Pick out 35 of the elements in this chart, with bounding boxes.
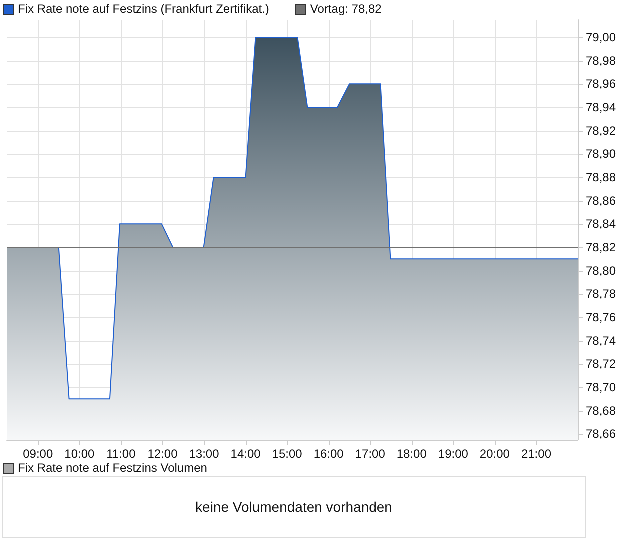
y-tick-label: 78,78 — [586, 287, 616, 302]
y-tick-label: 78,92 — [586, 124, 616, 138]
y-tick-label: 78,66 — [586, 427, 616, 442]
text: keine Volumendaten vorhanden — [196, 499, 392, 515]
y-tick-label: 78,76 — [586, 310, 616, 324]
y-tick-label: 78,68 — [586, 404, 616, 418]
y-tick-label: 78,86 — [586, 194, 616, 208]
y-tick-label: 78,84 — [586, 217, 616, 232]
x-tick-label: 19:00 — [438, 447, 469, 461]
text: Fix Rate note auf Festzins Volumen — [18, 461, 208, 475]
y-tick-label: 78,96 — [586, 77, 616, 92]
x-tick-label: 13:00 — [189, 447, 220, 461]
x-tick-label: 15:00 — [272, 447, 303, 461]
x-tick-label: 16:00 — [314, 447, 344, 461]
y-tick-label: 78,98 — [586, 54, 616, 68]
y-tick-label: 78,80 — [586, 264, 616, 278]
y-tick-label: 78,82 — [586, 240, 616, 254]
y-tick-label: 79,00 — [586, 30, 616, 44]
x-tick-label: 20:00 — [480, 447, 510, 461]
x-tick-label: 14:00 — [230, 447, 262, 461]
legend-label: Fix Rate note auf Festzins (Frankfurt Zertifikat.) — [18, 2, 270, 16]
x-tick-label: 17:00 — [355, 447, 386, 461]
y-tick-label: 78,94 — [586, 100, 616, 114]
y-tick-label: 78,90 — [586, 147, 616, 162]
x-tick-label: 12:00 — [148, 447, 178, 461]
y-tick-label: 78,74 — [586, 334, 616, 348]
y-tick-label: 78,72 — [586, 357, 616, 372]
legend-label: Vortag: 78,82 — [310, 2, 382, 16]
x-tick-label: 10:00 — [64, 447, 96, 461]
x-tick-label: 18:00 — [396, 447, 428, 461]
x-tick-label: 11:00 — [106, 447, 136, 461]
y-tick-label: 78,88 — [586, 170, 616, 184]
x-tick-label: 09:00 — [23, 447, 54, 461]
x-tick-label: 21:00 — [521, 447, 552, 461]
y-tick-label: 78,70 — [586, 380, 616, 394]
